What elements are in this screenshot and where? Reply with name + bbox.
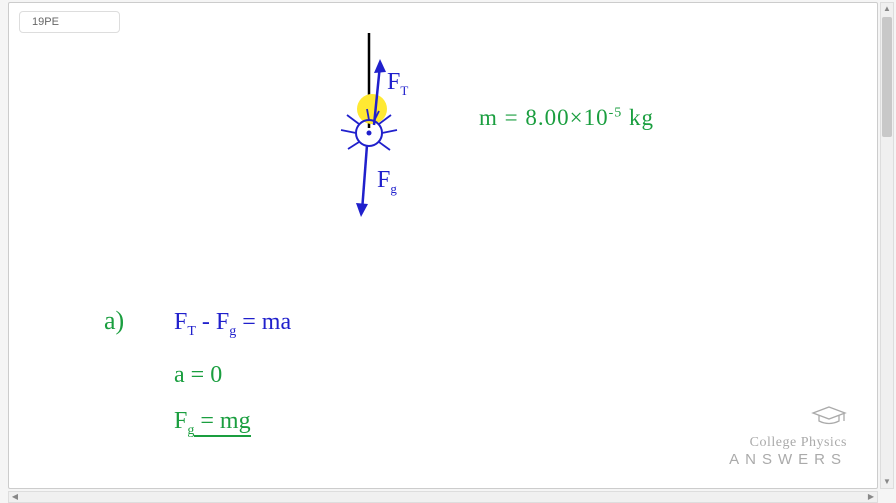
mass-expression: m = 8.00×10-5 kg bbox=[479, 105, 654, 131]
vertical-scroll-thumb[interactable] bbox=[882, 17, 892, 137]
logo-title: College Physics bbox=[729, 435, 847, 451]
gravity-label: Fg bbox=[377, 167, 397, 197]
gravity-force-eq: Fg = mg bbox=[174, 408, 251, 439]
whiteboard-canvas: 19PE bbox=[8, 2, 878, 489]
scroll-down-arrow-icon[interactable]: ▼ bbox=[881, 476, 893, 488]
spider-legs bbox=[341, 109, 397, 150]
problem-id-badge: 19PE bbox=[19, 11, 120, 33]
gravity-arrow bbox=[362, 145, 367, 211]
problem-id-text: 19PE bbox=[32, 16, 59, 28]
graduation-cap-icon bbox=[729, 405, 847, 433]
brand-logo: College Physics ANSWERS bbox=[729, 405, 847, 468]
scroll-left-arrow-icon[interactable]: ◀ bbox=[9, 492, 21, 502]
horizontal-scrollbar[interactable]: ◀ ▶ bbox=[8, 491, 878, 503]
vertical-scrollbar[interactable]: ▲ ▼ bbox=[880, 2, 894, 489]
gravity-arrowhead bbox=[356, 203, 368, 217]
scroll-right-arrow-icon[interactable]: ▶ bbox=[865, 492, 877, 502]
tension-arrowhead bbox=[374, 59, 386, 73]
free-body-diagram: FT Fg bbox=[319, 33, 439, 253]
logo-subtitle: ANSWERS bbox=[729, 451, 847, 468]
acceleration-zero: a = 0 bbox=[174, 362, 222, 389]
tension-label: FT bbox=[387, 69, 408, 99]
newton-second-law: FT - Fg = ma bbox=[174, 309, 291, 340]
part-a-label: a) bbox=[104, 306, 124, 336]
spider-center bbox=[367, 131, 372, 136]
scroll-up-arrow-icon[interactable]: ▲ bbox=[881, 3, 893, 15]
